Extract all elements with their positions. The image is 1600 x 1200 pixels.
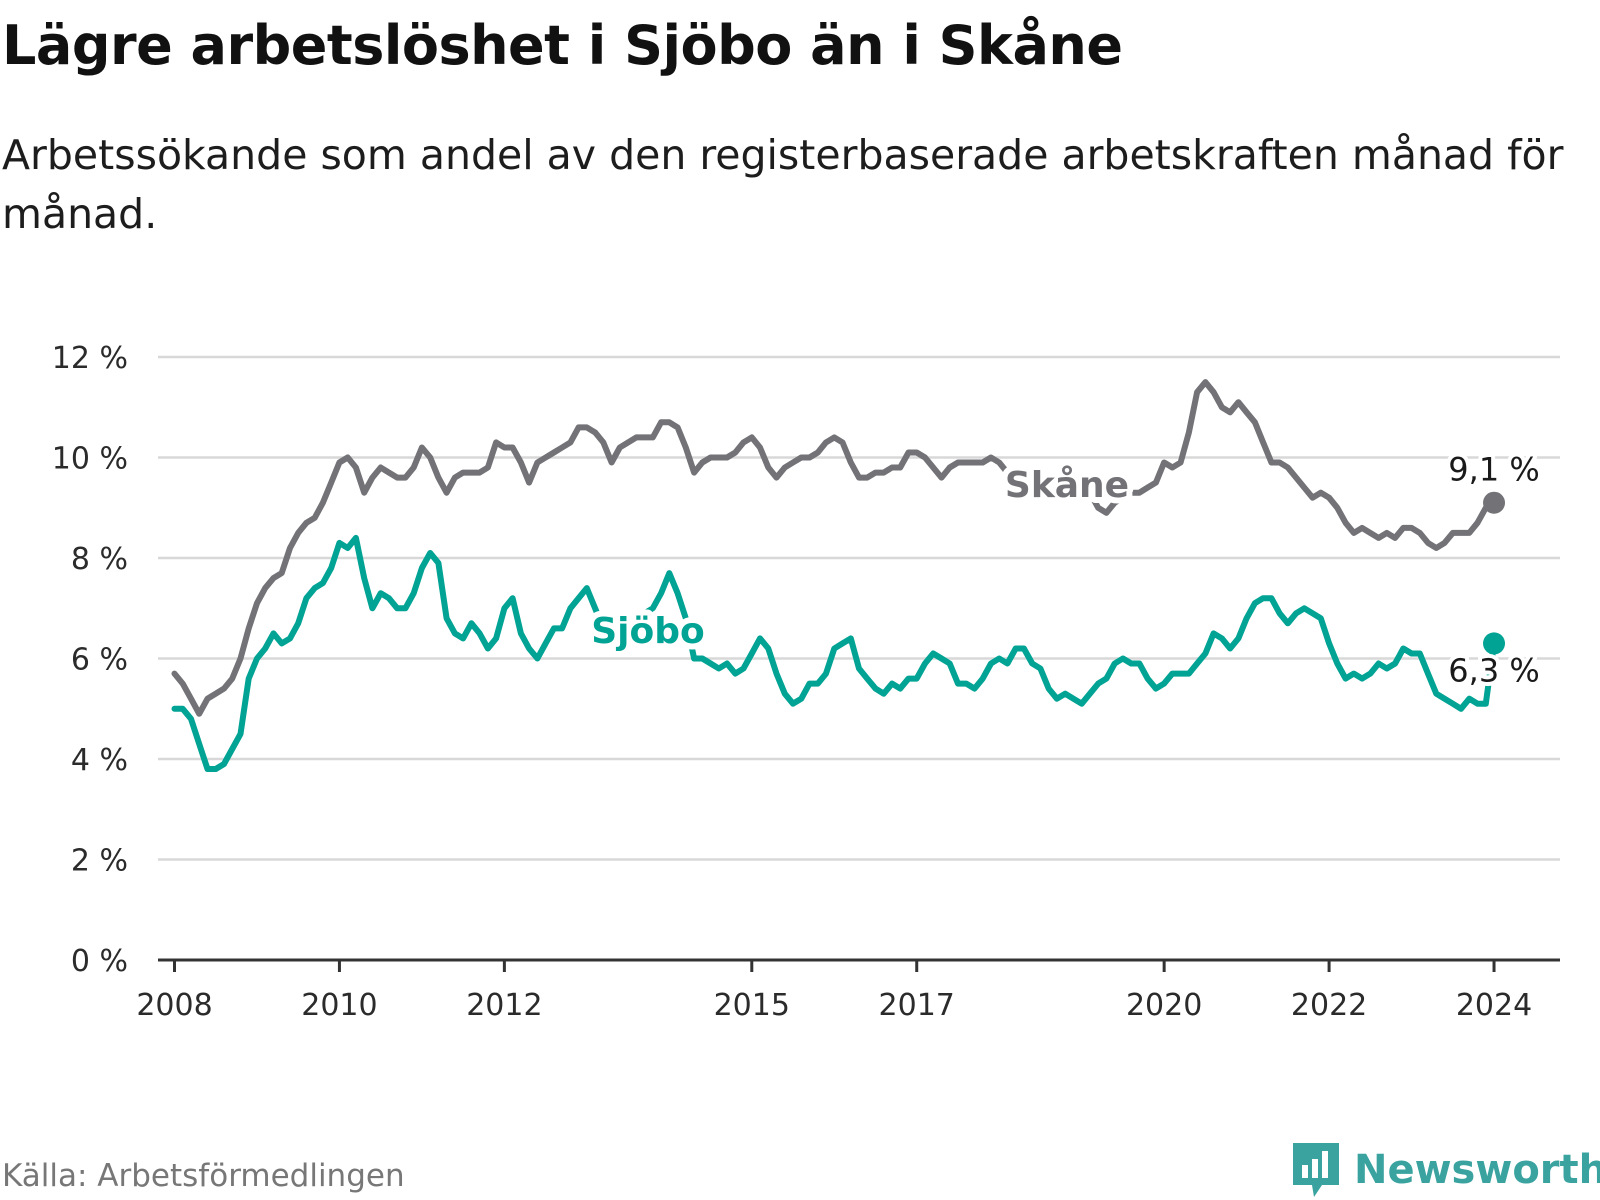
series-lines [171, 379, 1497, 772]
x-tick-label: 2010 [301, 988, 377, 1023]
axes: 0 % 2 % 4 % 6 % 8 % 10 % 12 % 2008 2010 2012 2015 2… [52, 341, 1560, 1023]
x-tick-label: 2012 [466, 988, 542, 1023]
series-label-1: Sjöbo [591, 611, 705, 652]
series-line-1 [171, 534, 1497, 772]
end-value-label-0: 9,1 % [1448, 451, 1539, 489]
x-tick-label: 2022 [1291, 988, 1367, 1023]
brand-logo: Newsworthy [1290, 1140, 1600, 1200]
newsworthy-logo-icon [1293, 1143, 1339, 1197]
series-label-0: Skåne [1005, 465, 1129, 506]
grid-lines [158, 355, 1560, 861]
x-tick-label: 2017 [879, 988, 955, 1023]
y-tick-label: 2 % [71, 844, 128, 879]
y-tick-label: 0 % [71, 944, 128, 979]
end-point-0 [1483, 491, 1506, 514]
chart-title: Lägre arbetslöshet i Sjöbo än i Skåne [2, 14, 1123, 77]
x-tick-label: 2015 [714, 988, 790, 1023]
y-tick-label: 12 % [52, 341, 128, 376]
y-tick-label: 6 % [71, 643, 128, 678]
series-labels: Skåne Sjöbo 9,1 % 6,3 % [585, 447, 1544, 694]
end-value-label-1: 6,3 % [1448, 651, 1539, 689]
series-line-0 [171, 379, 1497, 717]
x-tick-label: 2024 [1456, 988, 1532, 1023]
chart-subtitle: Arbetssökande som andel av den registerb… [2, 131, 1564, 238]
x-tick-label: 2020 [1126, 988, 1202, 1023]
brand-name: Newsworthy [1354, 1147, 1600, 1193]
source-note: Källa: Arbetsförmedlingen [2, 1158, 405, 1194]
y-tick-label: 8 % [71, 542, 128, 577]
y-tick-label: 10 % [52, 442, 128, 477]
y-tick-label: 4 % [71, 743, 128, 778]
end-point-1 [1483, 632, 1506, 655]
x-tick-label: 2008 [136, 988, 212, 1023]
